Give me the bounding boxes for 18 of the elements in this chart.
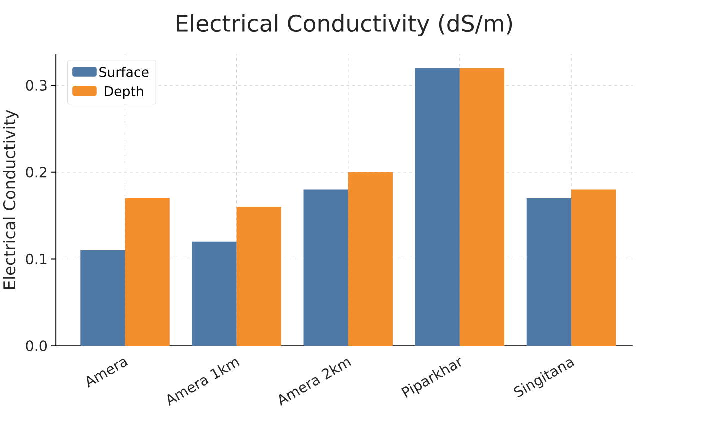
legend-label: Depth: [105, 86, 144, 99]
bar: [192, 242, 237, 346]
bar: [526, 198, 572, 346]
bar: [571, 190, 616, 346]
bar: [80, 250, 126, 346]
y-tick-label: 0.3: [26, 80, 47, 91]
y-tick-label: 0.1: [26, 254, 47, 265]
bar: [236, 207, 282, 346]
bar: [415, 68, 460, 346]
y-axis-title: Electrical Conductivity: [3, 110, 19, 290]
bar: [304, 190, 348, 346]
bar: [348, 172, 393, 346]
bar: [125, 198, 170, 346]
chart-title: Electrical Conductivity (dS/m): [177, 14, 512, 37]
y-tick-label: 0.0: [26, 340, 48, 352]
y-tick-label: 0.2: [26, 167, 47, 178]
legend-label: Surface: [100, 66, 149, 78]
bar: [460, 68, 505, 346]
